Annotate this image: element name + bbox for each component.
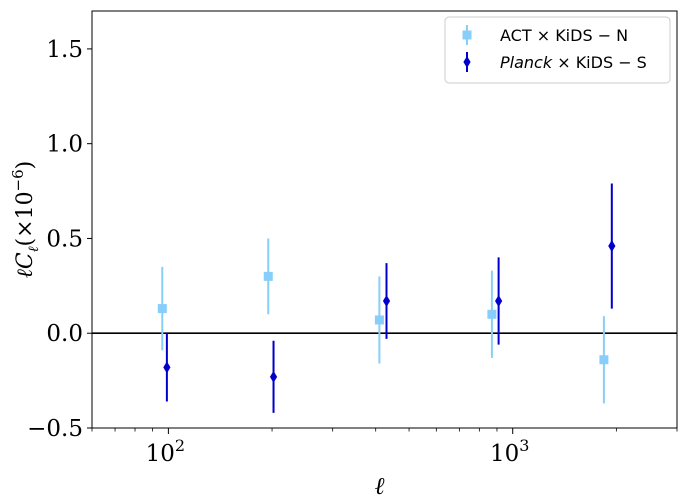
x-tick-label: 102 — [146, 436, 185, 467]
y-axis-label: ℓCℓ(×10−6) — [9, 161, 42, 279]
plot-frame — [91, 10, 678, 429]
data-point-square — [599, 355, 609, 365]
legend-box — [444, 16, 671, 84]
x-axis-label: ℓ — [375, 472, 385, 499]
y-label-main: ℓC — [13, 252, 38, 278]
legend-label: ACT × KiDS − N — [500, 26, 628, 45]
data-point-diamond — [495, 295, 503, 308]
data-point-square — [374, 315, 384, 325]
y-label-close: ) — [13, 161, 38, 170]
y-label-subscript: ℓ — [26, 246, 42, 252]
y-label-exponent: −6 — [9, 169, 27, 191]
x-tick-label: 103 — [490, 436, 529, 467]
data-point-square — [263, 271, 273, 281]
data-point-diamond — [269, 370, 278, 383]
y-tick-label: 0.5 — [46, 226, 83, 252]
y-label-tail: (×10 — [13, 191, 38, 246]
y-tick-label: −0.5 — [27, 416, 83, 442]
y-tick-label: 1.0 — [46, 132, 83, 158]
data-point-diamond — [382, 295, 391, 308]
data-point-square — [157, 304, 167, 314]
data-point-diamond — [608, 240, 616, 253]
y-tick-label: 1.5 — [46, 37, 83, 63]
legend-entry: Planck × KiDS − S — [463, 52, 647, 72]
legend-entry: ACT × KiDS − N — [462, 25, 628, 45]
series-act-kids-n — [157, 238, 609, 404]
legend-marker-square — [462, 30, 472, 40]
legend-label: Planck × KiDS − S — [500, 53, 647, 72]
legend-marker-diamond — [463, 56, 471, 68]
data-point-square — [487, 309, 497, 319]
series-planck-kids-s — [163, 183, 616, 413]
data-point-diamond — [163, 361, 171, 374]
y-tick-label: 0.0 — [46, 321, 83, 347]
